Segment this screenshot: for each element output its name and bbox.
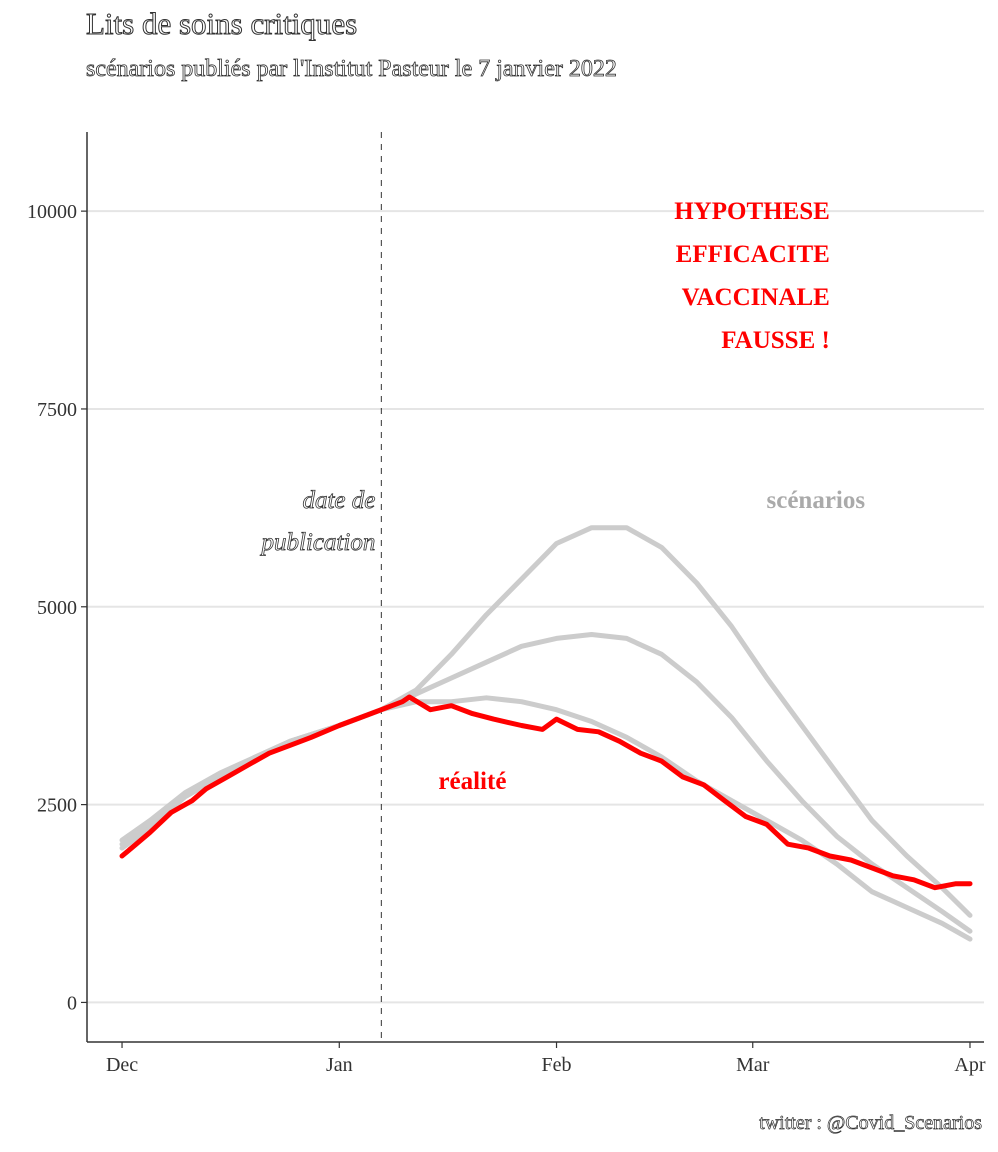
y-tick-label: 7500 — [37, 399, 77, 421]
warning-annotation-line: EFFICACITE — [676, 241, 830, 268]
x-tick-label: Dec — [106, 1054, 138, 1076]
warning-annotation-line: HYPOTHESE — [674, 198, 830, 225]
chart-title: Lits de soins critiques — [85, 6, 358, 42]
publication-annotation-line: publication — [259, 529, 375, 556]
y-tick-label: 0 — [67, 992, 77, 1014]
x-tick-label: Jan — [326, 1054, 353, 1076]
scenario-line — [119, 695, 973, 942]
x-tick-label: Apr — [954, 1054, 985, 1076]
chart-subtitle: scénarios publiés par l'Institut Pasteur… — [86, 56, 618, 83]
y-tick-label: 5000 — [37, 597, 77, 619]
scenarios-label: scénarios — [767, 487, 866, 514]
warning-annotation-line: FAUSSE ! — [721, 327, 830, 354]
x-tick-label: Feb — [542, 1054, 572, 1076]
reality-label: réalité — [438, 768, 506, 795]
reality-line — [119, 694, 973, 891]
warning-annotation-line: VACCINALE — [682, 284, 830, 311]
publication-annotation-line: date de — [302, 487, 375, 514]
y-tick-label: 10000 — [27, 201, 77, 223]
x-tick-label: Mar — [736, 1054, 770, 1076]
scenario-line — [119, 525, 973, 918]
chart-caption: twitter : @Covid_Scenarios — [759, 1112, 983, 1135]
y-tick-label: 2500 — [37, 795, 77, 817]
